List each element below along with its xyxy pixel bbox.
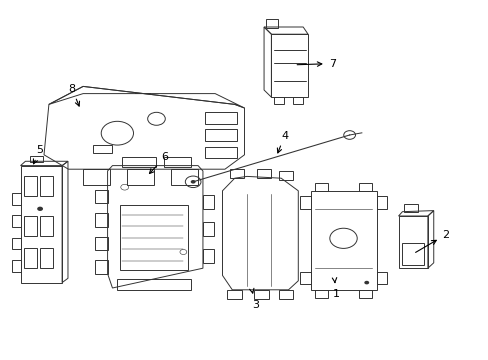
Text: 8: 8 (68, 84, 80, 106)
Bar (12, 238, 20, 249)
Bar (278, 290, 293, 299)
Bar (12, 193, 20, 205)
Bar (265, 19, 277, 28)
Bar (299, 272, 310, 284)
Bar (24, 248, 37, 268)
Bar (127, 169, 154, 185)
Bar (404, 204, 417, 212)
Bar (205, 112, 237, 124)
Bar (278, 171, 293, 180)
Bar (273, 97, 283, 104)
Bar (30, 156, 42, 162)
Bar (12, 215, 20, 227)
Circle shape (364, 281, 368, 284)
Bar (20, 166, 62, 283)
Bar (359, 183, 371, 191)
Bar (376, 272, 386, 284)
Bar (293, 97, 303, 104)
Bar (254, 290, 268, 299)
Bar (40, 176, 53, 196)
Bar (271, 34, 307, 97)
Bar (83, 169, 110, 185)
Bar (120, 205, 188, 270)
Bar (205, 147, 237, 158)
Bar (40, 216, 53, 236)
Bar (95, 237, 107, 250)
Bar (171, 169, 198, 185)
Bar (310, 191, 376, 290)
Bar (227, 290, 242, 299)
Bar (205, 129, 237, 141)
Bar (95, 190, 107, 203)
Bar (24, 216, 37, 236)
Bar (12, 260, 20, 272)
Bar (359, 290, 371, 298)
Bar (203, 249, 213, 263)
Text: 5: 5 (33, 145, 43, 164)
Bar (95, 213, 107, 227)
Text: 2: 2 (415, 230, 449, 252)
Bar (398, 216, 427, 268)
Bar (24, 176, 37, 196)
Bar (315, 290, 327, 298)
Bar (203, 222, 213, 236)
Bar (229, 169, 244, 178)
Text: 7: 7 (297, 59, 335, 69)
Bar (117, 279, 190, 290)
Bar (376, 196, 386, 209)
Bar (299, 196, 310, 209)
Bar (163, 157, 190, 167)
Bar (122, 157, 156, 167)
Circle shape (190, 180, 195, 184)
Bar (93, 145, 112, 153)
Bar (256, 169, 271, 178)
Text: 4: 4 (277, 131, 288, 153)
Text: 3: 3 (249, 288, 258, 310)
Bar (402, 243, 423, 265)
Bar (203, 195, 213, 209)
Text: 1: 1 (332, 278, 339, 299)
Circle shape (37, 207, 43, 211)
Bar (40, 248, 53, 268)
Bar (315, 183, 327, 191)
Bar (95, 260, 107, 274)
Text: 6: 6 (149, 152, 168, 174)
